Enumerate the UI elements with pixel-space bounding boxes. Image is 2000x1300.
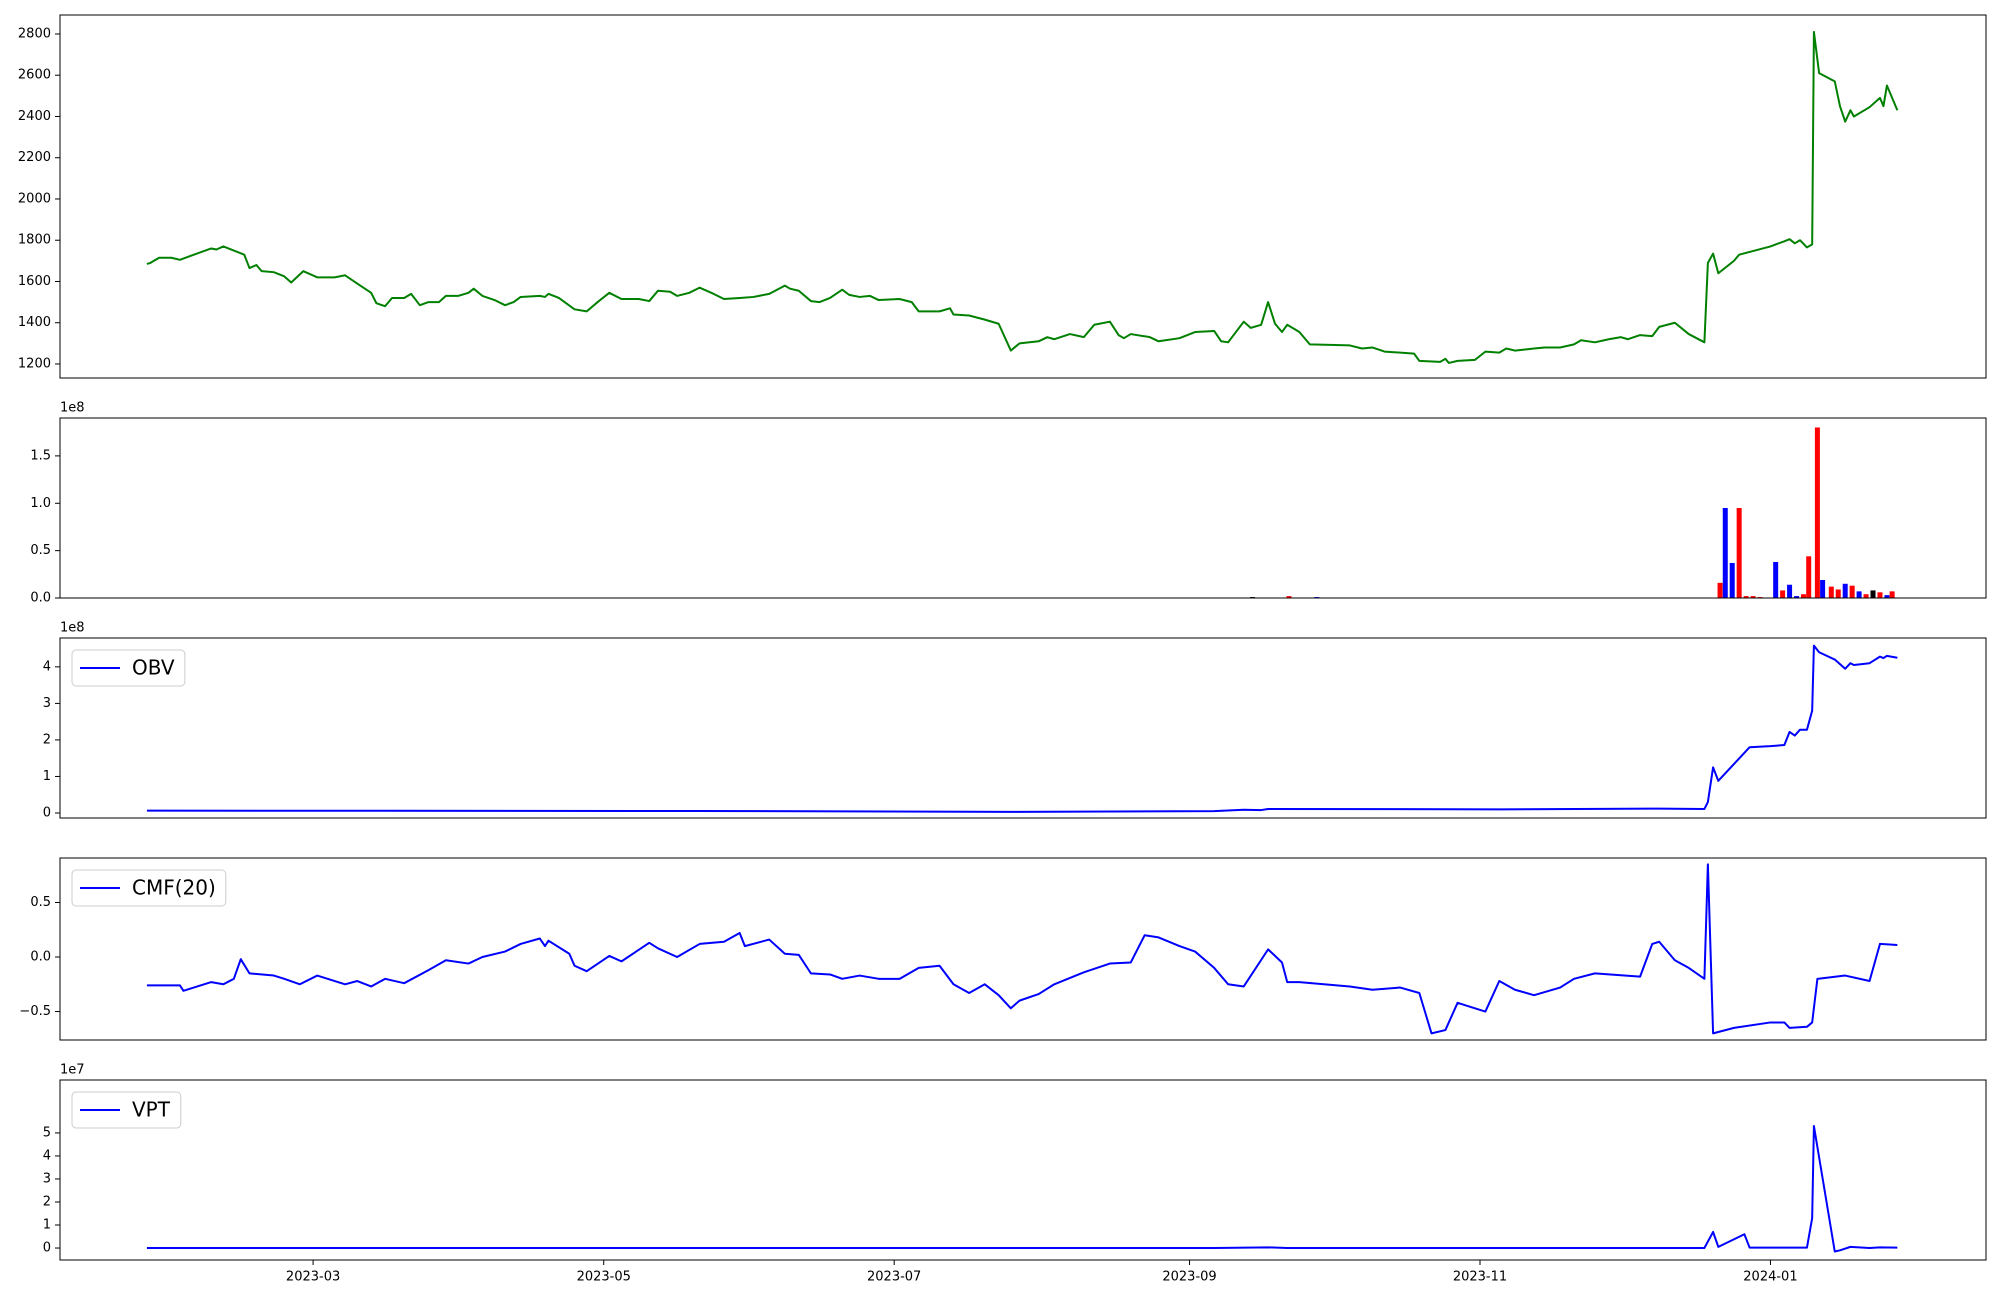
legend-label: OBV — [132, 656, 175, 680]
legend: CMF(20) — [71, 869, 227, 907]
volume-bar — [1820, 580, 1826, 598]
x-tick-label: 2024-01 — [1743, 1270, 1797, 1285]
y-tick-label: 3 — [43, 696, 51, 711]
subplot: 0 1 2 3 4 1e8 OBV — [43, 621, 1987, 820]
subplot: 0.0 0.5 1.0 1.5 1e8 — [30, 401, 1987, 606]
y-tick-label: −0.5 — [19, 1004, 51, 1019]
legend-box — [71, 649, 186, 687]
y-tick-label: 4 — [43, 1148, 51, 1163]
y-tick-label: 1 — [43, 1218, 51, 1233]
legend-box — [71, 1091, 182, 1129]
legend-label: CMF(20) — [132, 876, 216, 900]
volume-bar — [1717, 582, 1723, 598]
legend-box — [71, 869, 227, 907]
volume-bar — [1835, 589, 1841, 598]
y-tick-label: 1400 — [18, 315, 51, 330]
subplot: 1200 1400 1600 1800 2000 2200 2400 2600 2800 — [18, 14, 1987, 379]
axes-frame — [59, 417, 1987, 599]
x-tick-label: 2023-05 — [577, 1270, 631, 1285]
volume-bar — [1814, 427, 1820, 598]
legend: OBV — [71, 649, 186, 687]
volume-bar — [1842, 583, 1848, 598]
volume-bar — [1806, 556, 1812, 598]
y-tick-label: 3 — [43, 1171, 51, 1186]
series-line — [146, 644, 1898, 813]
x-tick-label: 2023-11 — [1453, 1270, 1507, 1285]
y-tick-label: 0.0 — [30, 591, 51, 606]
y-tick-label: 2 — [43, 732, 51, 747]
subplot: 0 1 2 3 4 5 2023-03 2023-05 2023-07 2023-09 2023-1… — [43, 1063, 1987, 1285]
y-tick-label: 1200 — [18, 356, 51, 371]
x-tick-label: 2023-09 — [1162, 1270, 1216, 1285]
volume-bar — [1722, 508, 1728, 598]
series-line — [146, 1125, 1898, 1253]
x-tick-label: 2023-03 — [286, 1270, 340, 1285]
y-tick-label: 1.0 — [30, 496, 51, 511]
axes-frame — [59, 637, 1987, 819]
y-tick-label: 2600 — [18, 68, 51, 83]
volume-bar — [1863, 594, 1869, 598]
volume-bar — [1736, 508, 1742, 598]
volume-bar — [1773, 562, 1779, 598]
subplot: −0.5 0.0 0.5 CMF(20) — [19, 857, 1987, 1041]
y-tick-label: 0 — [43, 1241, 51, 1256]
volume-bar — [1787, 584, 1793, 598]
legend: VPT — [71, 1091, 182, 1129]
y-tick-label: 1.5 — [30, 448, 51, 463]
y-tick-label: 5 — [43, 1125, 51, 1140]
volume-bar — [1877, 592, 1883, 598]
y-tick-label: 0.5 — [30, 895, 51, 910]
axes-frame — [59, 857, 1987, 1041]
series-line — [146, 30, 1899, 364]
y-tick-label: 2800 — [18, 26, 51, 41]
volume-bar — [1286, 596, 1292, 598]
y-tick-label: 4 — [43, 659, 51, 674]
y-tick-label: 2 — [43, 1194, 51, 1209]
volume-bar — [1889, 591, 1895, 598]
volume-bar — [1870, 590, 1876, 598]
offset-text: 1e8 — [60, 621, 85, 636]
volume-bar — [1794, 596, 1800, 598]
volume-bar — [1856, 591, 1862, 598]
y-tick-label: 0 — [43, 805, 51, 820]
y-tick-label: 2200 — [18, 150, 51, 165]
series-line — [146, 863, 1898, 1035]
y-tick-label: 1 — [43, 769, 51, 784]
volume-bar — [1780, 590, 1786, 598]
y-tick-label: 2000 — [18, 191, 51, 206]
offset-text: 1e8 — [60, 401, 85, 416]
volume-bar — [1743, 596, 1749, 598]
volume-bar — [1849, 585, 1855, 598]
offset-text: 1e7 — [60, 1063, 85, 1078]
y-tick-label: 1600 — [18, 274, 51, 289]
legend-label: VPT — [132, 1098, 171, 1122]
axes-frame — [59, 14, 1987, 379]
volume-bar — [1729, 562, 1735, 598]
volume-bar — [1800, 594, 1806, 598]
y-tick-label: 0.5 — [30, 543, 51, 558]
y-tick-label: 2400 — [18, 109, 51, 124]
x-tick-label: 2023-07 — [867, 1270, 921, 1285]
y-tick-label: 1800 — [18, 233, 51, 248]
volume-bar — [1828, 586, 1834, 598]
y-tick-label: 0.0 — [30, 950, 51, 965]
volume-bar — [1884, 595, 1890, 598]
volume-bar — [1750, 596, 1756, 598]
axes-frame — [59, 1079, 1987, 1261]
